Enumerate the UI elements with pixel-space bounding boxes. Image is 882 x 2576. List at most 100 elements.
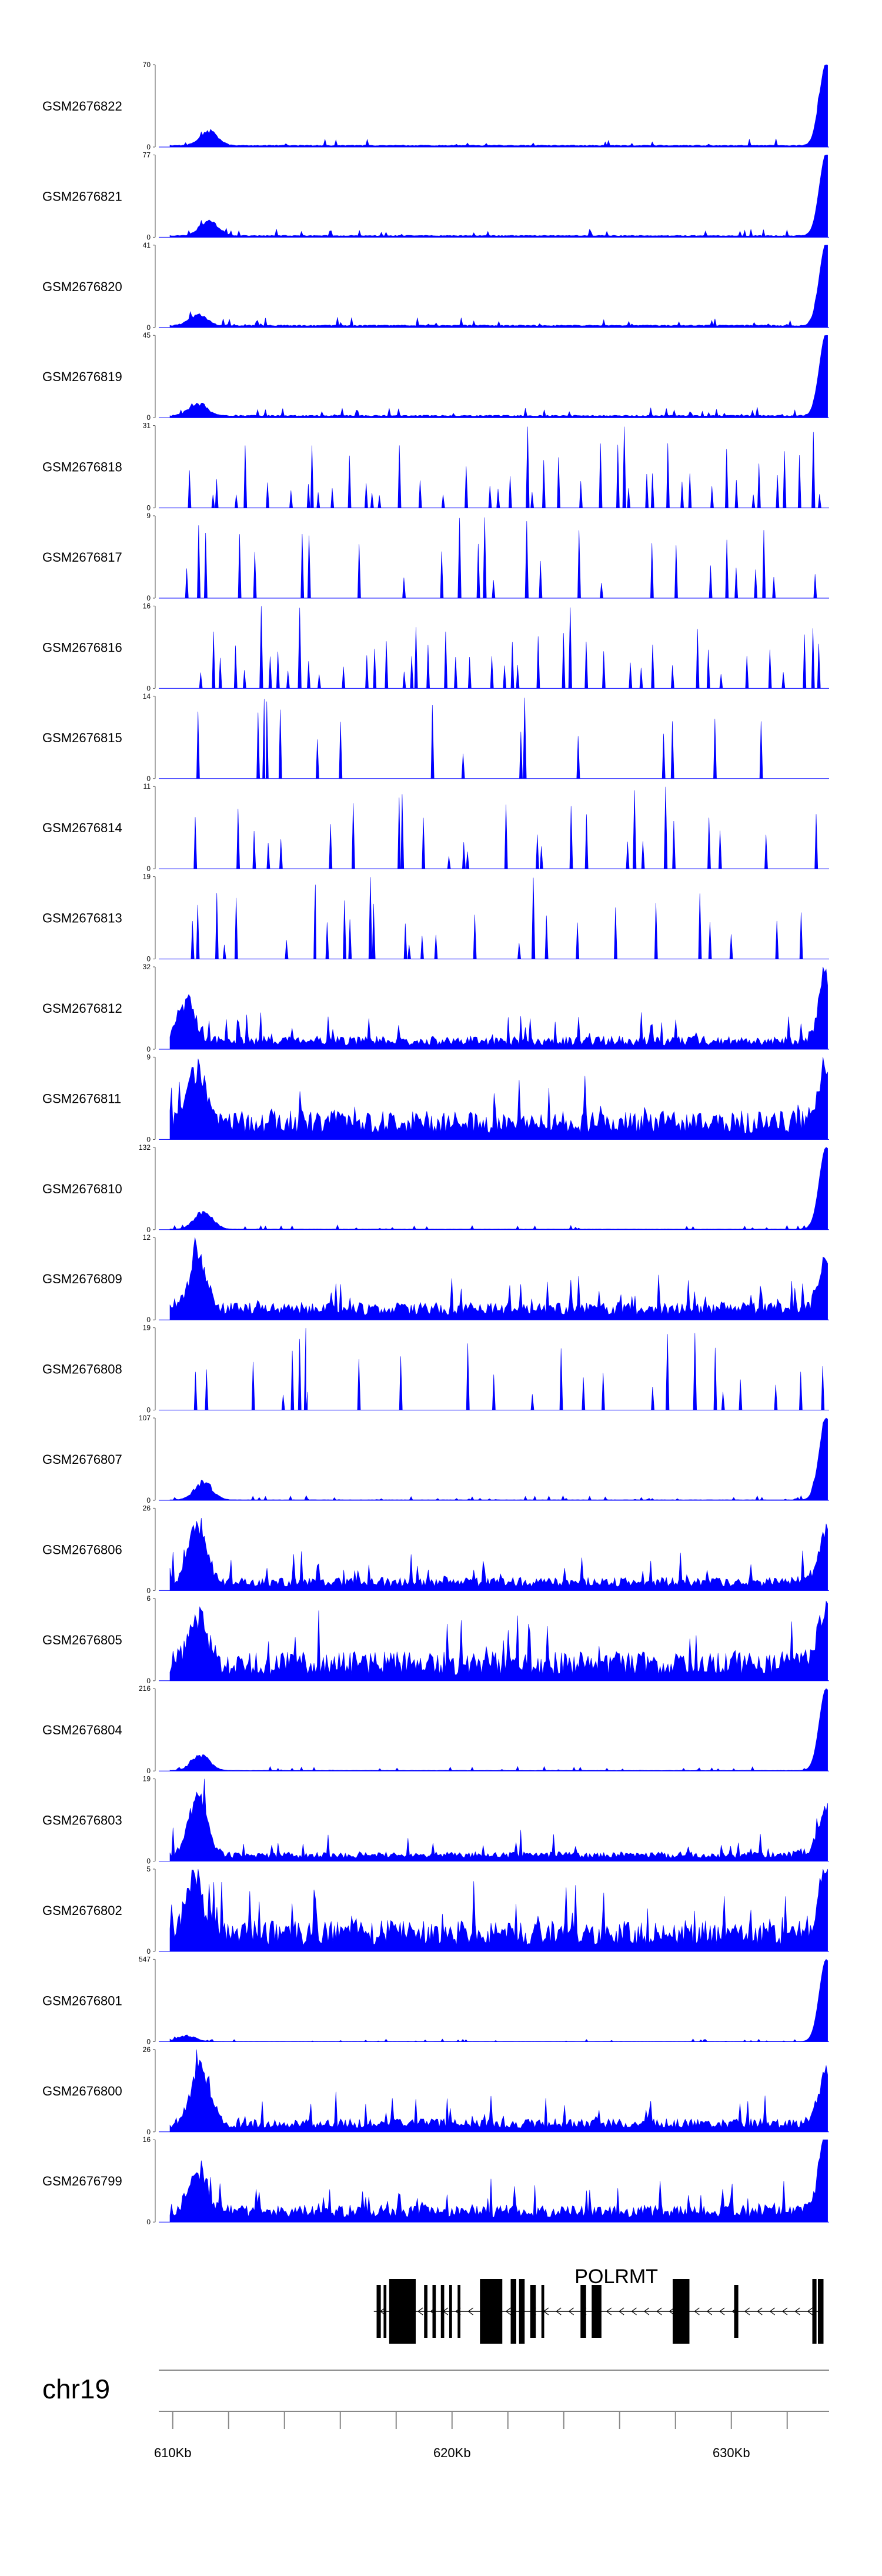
y-max-label: 19: [143, 1775, 151, 1783]
strand-chevron: [694, 2307, 700, 2315]
gene-exon: [457, 2285, 460, 2338]
y-min-label: 0: [146, 413, 151, 422]
track-GSM2676816: GSM2676816 16 0: [42, 602, 829, 692]
gene-exon: [818, 2279, 824, 2344]
coverage-area: [169, 1057, 828, 1140]
track-GSM2676806: GSM2676806 26 0: [42, 1504, 829, 1594]
y-max-label: 16: [143, 602, 151, 610]
gene-exon: [432, 2285, 436, 2338]
y-min-label: 0: [146, 1677, 151, 1685]
track-GSM2676815: GSM2676815 14 0: [42, 692, 829, 783]
strand-chevron: [744, 2307, 750, 2315]
track-label: GSM2676814: [42, 820, 122, 835]
track-label: GSM2676812: [42, 1001, 122, 1016]
strand-chevron: [568, 2307, 574, 2315]
strand-chevron: [556, 2307, 562, 2315]
coverage-area: [169, 1958, 828, 2042]
track-GSM2676804: GSM2676804 216 0: [42, 1684, 829, 1775]
coverage-area: [196, 698, 763, 779]
coverage-tracks: GSM2676822700GSM2676821770GSM2676820410G…: [42, 61, 829, 2226]
y-max-label: 26: [143, 2046, 151, 2054]
strand-chevron: [656, 2307, 662, 2315]
y-max-label: 19: [143, 873, 151, 881]
coverage-area: [169, 64, 828, 148]
track-label: GSM2676800: [42, 2084, 122, 2098]
track-GSM2676819: GSM2676819 45 0: [42, 331, 829, 422]
coverage-area: [169, 2139, 828, 2223]
y-min-label: 0: [146, 2128, 151, 2136]
y-min-label: 0: [146, 143, 151, 151]
y-min-label: 0: [146, 1226, 151, 1234]
y-min-label: 0: [146, 1767, 151, 1775]
gene-exon: [480, 2279, 503, 2344]
y-max-label: 26: [143, 1504, 151, 1512]
strand-chevron: [769, 2307, 775, 2315]
coverage-area: [185, 517, 817, 599]
gene-exon: [389, 2279, 416, 2344]
y-max-label: 32: [143, 963, 151, 971]
y-min-label: 0: [146, 955, 151, 963]
gene-exon: [530, 2285, 536, 2338]
y-min-label: 0: [146, 233, 151, 241]
track-GSM2676818: GSM2676818 31 0: [42, 422, 829, 512]
coverage-area: [169, 155, 828, 238]
strand-chevron: [669, 2307, 674, 2315]
tick-label: 630Kb: [713, 2445, 750, 2460]
gene-exon: [592, 2285, 602, 2338]
y-min-label: 0: [146, 1496, 151, 1504]
gene-exon: [519, 2279, 525, 2344]
y-max-label: 6: [146, 1594, 151, 1603]
track-GSM2676802: GSM2676802 5 0: [42, 1865, 829, 1956]
y-min-label: 0: [146, 775, 151, 783]
track-label: GSM2676805: [42, 1633, 122, 1647]
strand-chevron: [606, 2307, 612, 2315]
track-label: GSM2676820: [42, 279, 122, 294]
track-label: GSM2676817: [42, 550, 122, 565]
y-max-label: 5: [146, 1865, 151, 1873]
coverage-area: [169, 1778, 828, 1861]
y-min-label: 0: [146, 684, 151, 692]
coverage-area: [193, 786, 818, 869]
track-GSM2676809: GSM2676809 12 0: [42, 1233, 829, 1324]
y-max-label: 16: [143, 2135, 151, 2144]
y-min-label: 0: [146, 1947, 151, 1956]
y-min-label: 0: [146, 2218, 151, 2226]
track-label: GSM2676808: [42, 1362, 122, 1377]
coverage-area: [169, 966, 828, 1050]
track-GSM2676800: GSM2676800 26 0: [42, 2046, 829, 2136]
gene-exon: [673, 2279, 690, 2344]
coverage-area: [169, 245, 828, 328]
track-label: GSM2676813: [42, 911, 122, 926]
y-min-label: 0: [146, 865, 151, 873]
y-min-label: 0: [146, 1316, 151, 1324]
y-max-label: 216: [139, 1684, 151, 1693]
track-GSM2676810: GSM2676810 132 0: [42, 1143, 829, 1234]
y-min-label: 0: [146, 1586, 151, 1594]
gene-exon: [449, 2285, 452, 2338]
track-label: GSM2676809: [42, 1272, 122, 1286]
y-min-label: 0: [146, 594, 151, 602]
y-max-label: 19: [143, 1324, 151, 1332]
gene-exon: [812, 2279, 817, 2344]
track-GSM2676820: GSM2676820 41 0: [42, 241, 829, 332]
gene-exon: [440, 2285, 445, 2338]
track-label: GSM2676816: [42, 640, 122, 655]
strand-chevron: [643, 2307, 650, 2315]
tick-label: 610Kb: [154, 2445, 192, 2460]
track-GSM2676821: GSM2676821 77 0: [42, 151, 829, 241]
strand-chevron: [619, 2307, 624, 2315]
track-GSM2676817: GSM2676817 9 0: [42, 512, 829, 602]
coverage-area: [169, 1868, 828, 1952]
track-label: GSM2676801: [42, 1993, 122, 2008]
strand-chevron: [467, 2307, 473, 2315]
strand-chevron: [719, 2307, 725, 2315]
chromosome-label: chr19: [42, 2374, 110, 2404]
coverage-area: [169, 1688, 828, 1771]
y-min-label: 0: [146, 1135, 151, 1143]
track-GSM2676822: GSM2676822 70 0: [42, 61, 829, 151]
strand-chevron: [757, 2307, 763, 2315]
track-label: GSM2676815: [42, 730, 122, 745]
coverage-area: [169, 1237, 828, 1320]
y-min-label: 0: [146, 1045, 151, 1053]
